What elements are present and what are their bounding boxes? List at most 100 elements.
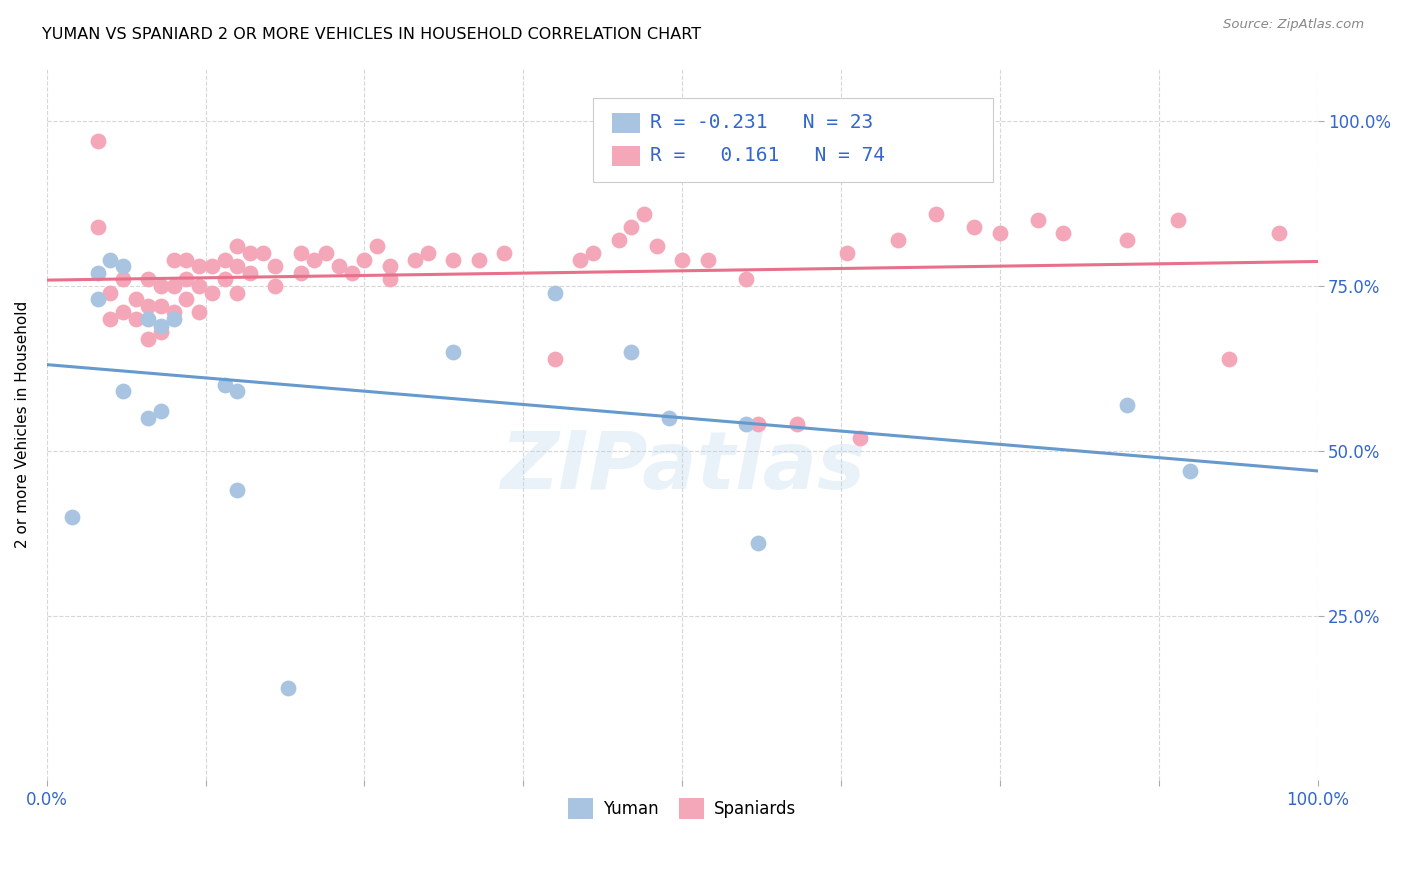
Point (734, 417, 756, 432)
Point (188, 279, 211, 293)
Point (150, 279, 173, 293)
Point (98, 312, 121, 326)
Point (138, 312, 160, 326)
Point (226, 384, 249, 399)
Point (328, 259, 350, 273)
Point (988, 227, 1011, 241)
Point (150, 404, 173, 418)
Point (1052, 227, 1074, 241)
Point (1218, 351, 1240, 366)
Point (188, 305, 211, 319)
Point (188, 259, 211, 273)
Point (176, 292, 198, 306)
Point (163, 279, 186, 293)
Point (544, 351, 567, 366)
Point (111, 259, 134, 273)
Point (226, 239, 249, 253)
Point (226, 259, 249, 273)
Point (98, 252, 121, 267)
Point (264, 259, 287, 273)
Point (150, 299, 173, 313)
Point (138, 299, 160, 313)
Point (963, 219, 986, 234)
Point (163, 312, 186, 326)
Point (544, 285, 567, 300)
Legend: Yuman, Spaniards: Yuman, Spaniards (561, 792, 803, 825)
Point (366, 239, 388, 253)
Point (747, 536, 769, 550)
Point (378, 259, 401, 273)
Point (620, 345, 643, 359)
Text: ZIPatlas: ZIPatlas (499, 428, 865, 506)
Point (226, 483, 249, 498)
Point (111, 272, 134, 286)
Point (1167, 213, 1189, 227)
Point (124, 312, 146, 326)
Point (734, 272, 756, 286)
Point (163, 252, 186, 267)
Point (60, 509, 83, 524)
Point (252, 246, 274, 260)
Point (264, 279, 287, 293)
Point (747, 417, 769, 432)
Point (239, 246, 262, 260)
Point (404, 252, 426, 267)
Point (86, 292, 108, 306)
FancyBboxPatch shape (612, 113, 640, 133)
Point (98, 285, 121, 300)
Point (124, 292, 146, 306)
Point (340, 266, 363, 280)
Point (86, 134, 108, 148)
FancyBboxPatch shape (593, 98, 994, 182)
Point (849, 431, 872, 445)
Point (569, 252, 592, 267)
Point (138, 332, 160, 346)
Point (86, 266, 108, 280)
Point (302, 252, 325, 267)
Point (416, 246, 439, 260)
Point (696, 252, 718, 267)
Point (645, 239, 668, 253)
Point (138, 272, 160, 286)
Point (378, 272, 401, 286)
Point (239, 266, 262, 280)
Point (290, 266, 312, 280)
Point (837, 246, 859, 260)
Text: YUMAN VS SPANIARD 2 OR MORE VEHICLES IN HOUSEHOLD CORRELATION CHART: YUMAN VS SPANIARD 2 OR MORE VEHICLES IN … (42, 27, 702, 42)
Point (86, 219, 108, 234)
Point (353, 252, 375, 267)
Point (786, 417, 808, 432)
Point (176, 252, 198, 267)
Point (226, 285, 249, 300)
Y-axis label: 2 or more Vehicles in Household: 2 or more Vehicles in Household (15, 301, 30, 548)
Point (887, 233, 910, 247)
FancyBboxPatch shape (612, 146, 640, 166)
Point (607, 233, 630, 247)
Point (620, 219, 643, 234)
Point (1116, 398, 1139, 412)
Point (468, 252, 491, 267)
Point (633, 206, 655, 220)
Point (214, 377, 236, 392)
Point (150, 325, 173, 339)
Point (290, 246, 312, 260)
Text: R =   0.161   N = 74: R = 0.161 N = 74 (651, 146, 886, 165)
Point (925, 206, 948, 220)
Point (176, 272, 198, 286)
Point (671, 252, 693, 267)
Point (1268, 227, 1291, 241)
Point (315, 246, 337, 260)
Point (441, 345, 464, 359)
Text: R = -0.231   N = 23: R = -0.231 N = 23 (651, 113, 873, 132)
Text: Source: ZipAtlas.com: Source: ZipAtlas.com (1223, 18, 1364, 31)
Point (582, 246, 605, 260)
Point (201, 259, 224, 273)
Point (138, 410, 160, 425)
Point (441, 252, 464, 267)
Point (277, 681, 299, 695)
Point (1026, 213, 1049, 227)
Point (214, 252, 236, 267)
Point (163, 305, 186, 319)
Point (1116, 233, 1139, 247)
Point (214, 272, 236, 286)
